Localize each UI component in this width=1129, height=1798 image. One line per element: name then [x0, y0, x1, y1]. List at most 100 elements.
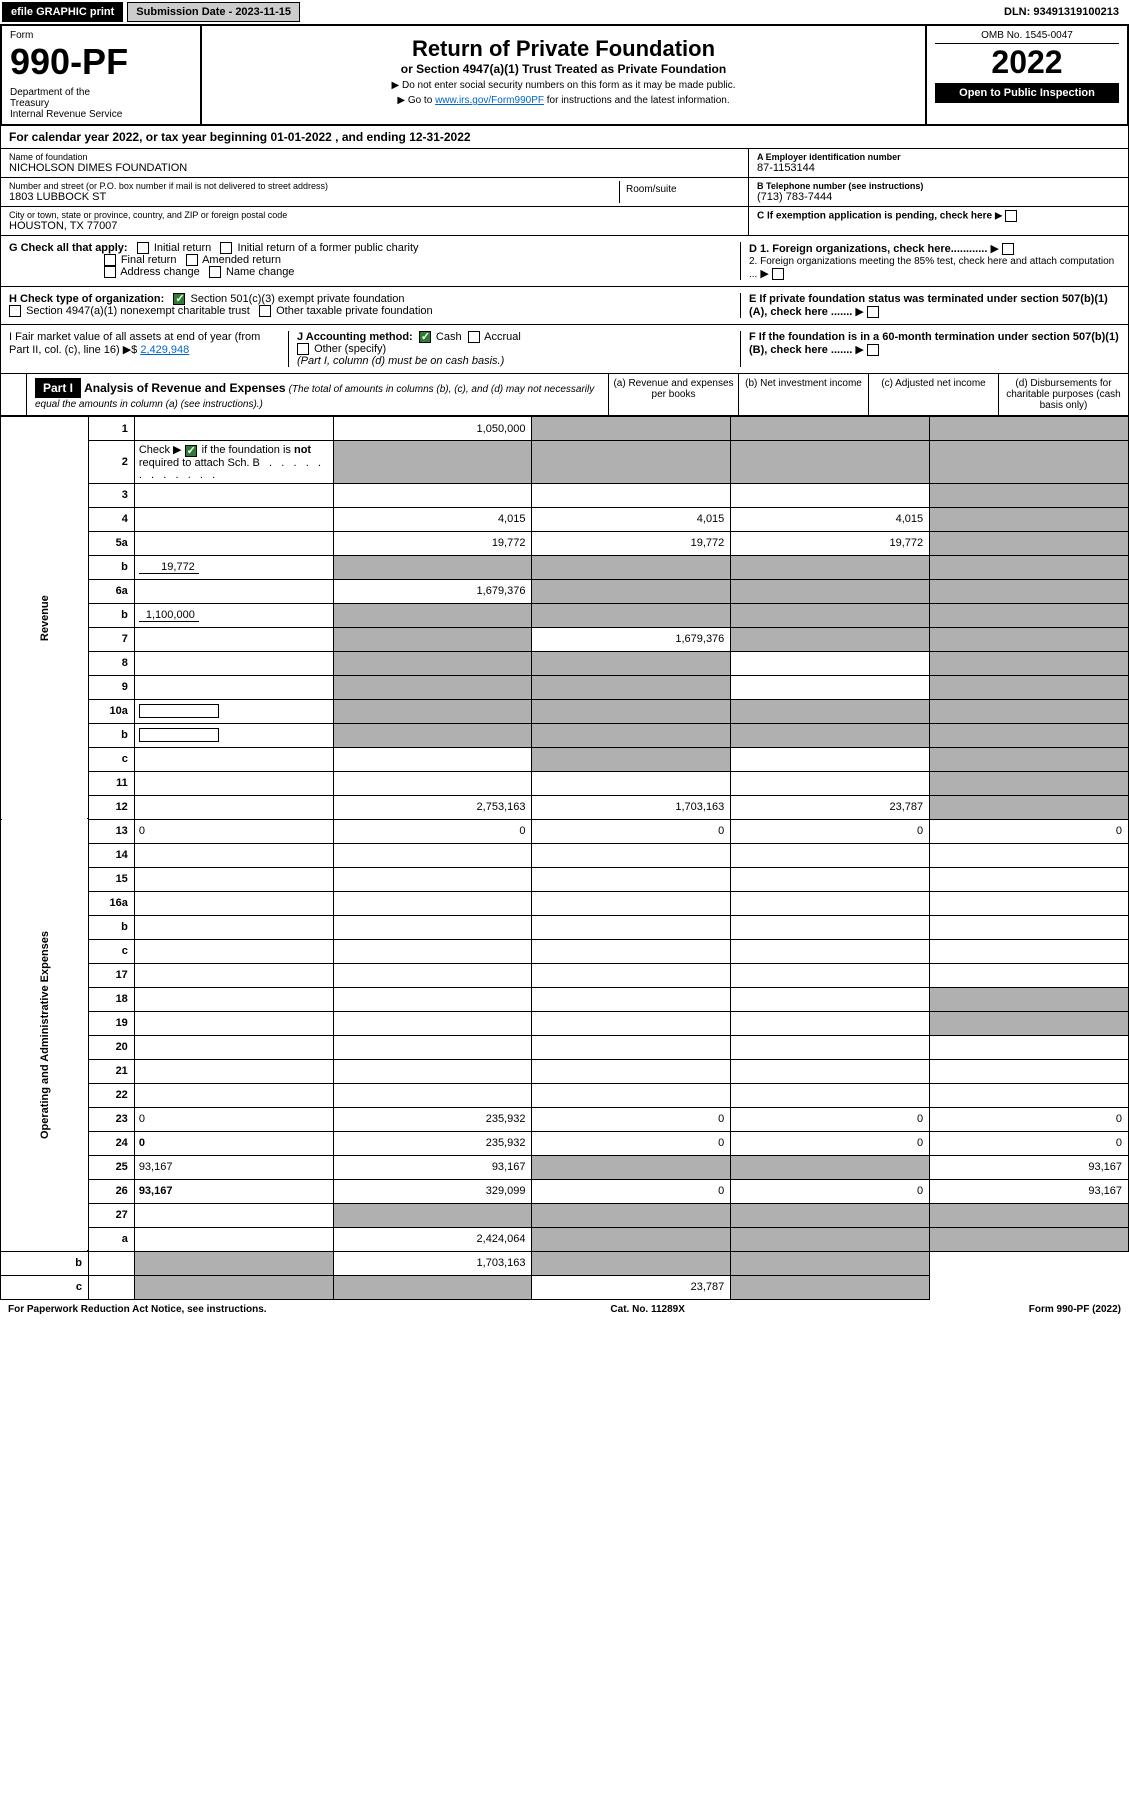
row-num: 22 [88, 1083, 134, 1107]
row-num: 3 [88, 483, 134, 507]
chk-amended[interactable] [186, 254, 198, 266]
cell-d [930, 555, 1129, 579]
row-desc [134, 1227, 333, 1251]
form-header: Form 990-PF Department of theTreasuryInt… [0, 24, 1129, 126]
d1-checkbox[interactable] [1002, 243, 1014, 255]
cell-a [333, 939, 532, 963]
j-note: (Part I, column (d) must be on cash basi… [297, 355, 504, 367]
cell-c [731, 1035, 930, 1059]
row-num: 6a [88, 579, 134, 603]
cell-a [333, 603, 532, 627]
calendar-year: For calendar year 2022, or tax year begi… [0, 126, 1129, 149]
f-checkbox[interactable] [867, 344, 879, 356]
cell-d [930, 771, 1129, 795]
cell-a [333, 1035, 532, 1059]
row-num: c [88, 747, 134, 771]
chk-final[interactable] [104, 254, 116, 266]
row-desc [134, 483, 333, 507]
cell-c: 0 [731, 1131, 930, 1155]
row-desc [134, 417, 333, 441]
cell-a [333, 1059, 532, 1083]
cell-c [731, 651, 930, 675]
ein-label: A Employer identification number [757, 152, 1120, 162]
d1: D 1. Foreign organizations, check here..… [749, 243, 987, 255]
cell-b: 1,679,376 [532, 627, 731, 651]
cell-b [532, 1203, 731, 1227]
cell-a [333, 651, 532, 675]
top-bar: efile GRAPHIC print Submission Date - 20… [0, 0, 1129, 24]
cell-d [930, 963, 1129, 987]
cell-d [930, 1011, 1129, 1035]
cell-a: 329,099 [333, 1179, 532, 1203]
row-desc [134, 867, 333, 891]
cell-c: 23,787 [731, 795, 930, 819]
chk-addr-change[interactable] [104, 266, 116, 278]
table-row: 5a19,77219,77219,772 [1, 531, 1129, 555]
cell-a: 1,050,000 [333, 417, 532, 441]
foundation-name: NICHOLSON DIMES FOUNDATION [9, 162, 740, 174]
cell-c [731, 723, 930, 747]
row-num: 9 [88, 675, 134, 699]
chk-4947[interactable] [9, 305, 21, 317]
row-num: 16a [88, 891, 134, 915]
d2-checkbox[interactable] [772, 268, 784, 280]
footer-right: Form 990-PF (2022) [1029, 1304, 1121, 1315]
cell-d [930, 939, 1129, 963]
row-num: b [88, 915, 134, 939]
cell-b [532, 1155, 731, 1179]
row-num: b [88, 603, 134, 627]
irs-link[interactable]: www.irs.gov/Form990PF [435, 95, 544, 106]
row-num: 2 [88, 441, 134, 483]
cell-c [731, 699, 930, 723]
cell-a [333, 1083, 532, 1107]
row-desc [134, 939, 333, 963]
part1-label: Part I [35, 378, 81, 398]
cell-c: 19,772 [731, 531, 930, 555]
cell-b [532, 603, 731, 627]
chk-other-method[interactable] [297, 343, 309, 355]
cell-a [333, 963, 532, 987]
check-section-g: G Check all that apply: Initial return I… [0, 236, 1129, 287]
row-num: 15 [88, 867, 134, 891]
cell-d [731, 1275, 930, 1299]
cell-c [731, 579, 930, 603]
cell-d [930, 867, 1129, 891]
cell-c: 4,015 [731, 507, 930, 531]
cell-b [532, 675, 731, 699]
cell-d [930, 417, 1129, 441]
name-label: Name of foundation [9, 152, 740, 162]
cell-b: 0 [532, 1131, 731, 1155]
row-desc: Check ▶ if the foundation is not require… [134, 441, 333, 483]
row-desc: 0 [134, 1131, 333, 1155]
chk-initial[interactable] [137, 242, 149, 254]
row-desc [134, 915, 333, 939]
fmv-link[interactable]: 2,429,948 [140, 344, 189, 356]
cell-b: 4,015 [532, 507, 731, 531]
efile-btn[interactable]: efile GRAPHIC print [2, 2, 123, 22]
submission-btn[interactable]: Submission Date - 2023-11-15 [127, 2, 300, 22]
form-subtitle: or Section 4947(a)(1) Trust Treated as P… [210, 62, 917, 76]
table-row: 9 [1, 675, 1129, 699]
d2: 2. Foreign organizations meeting the 85%… [749, 256, 1114, 280]
chk-name-change[interactable] [209, 266, 221, 278]
c-checkbox[interactable] [1005, 210, 1017, 222]
e-checkbox[interactable] [867, 306, 879, 318]
cell-a: 1,679,376 [333, 579, 532, 603]
table-row: 19 [1, 1011, 1129, 1035]
phone: (713) 783-7444 [757, 191, 1120, 203]
row-num: 20 [88, 1035, 134, 1059]
cell-d [930, 891, 1129, 915]
cell-c: 0 [731, 1107, 930, 1131]
check-section-h: H Check type of organization: Section 50… [0, 287, 1129, 325]
chk-cash[interactable] [419, 331, 431, 343]
chk-initial-former[interactable] [220, 242, 232, 254]
chk-501c3[interactable] [173, 293, 185, 305]
cell-a [333, 891, 532, 915]
cell-c [731, 441, 930, 483]
cell-b [532, 771, 731, 795]
main-table: Revenue11,050,0002Check ▶ if the foundat… [0, 416, 1129, 1299]
chk-accrual[interactable] [468, 331, 480, 343]
row-num: 5a [88, 531, 134, 555]
cell-a [333, 555, 532, 579]
chk-other-tax[interactable] [259, 305, 271, 317]
